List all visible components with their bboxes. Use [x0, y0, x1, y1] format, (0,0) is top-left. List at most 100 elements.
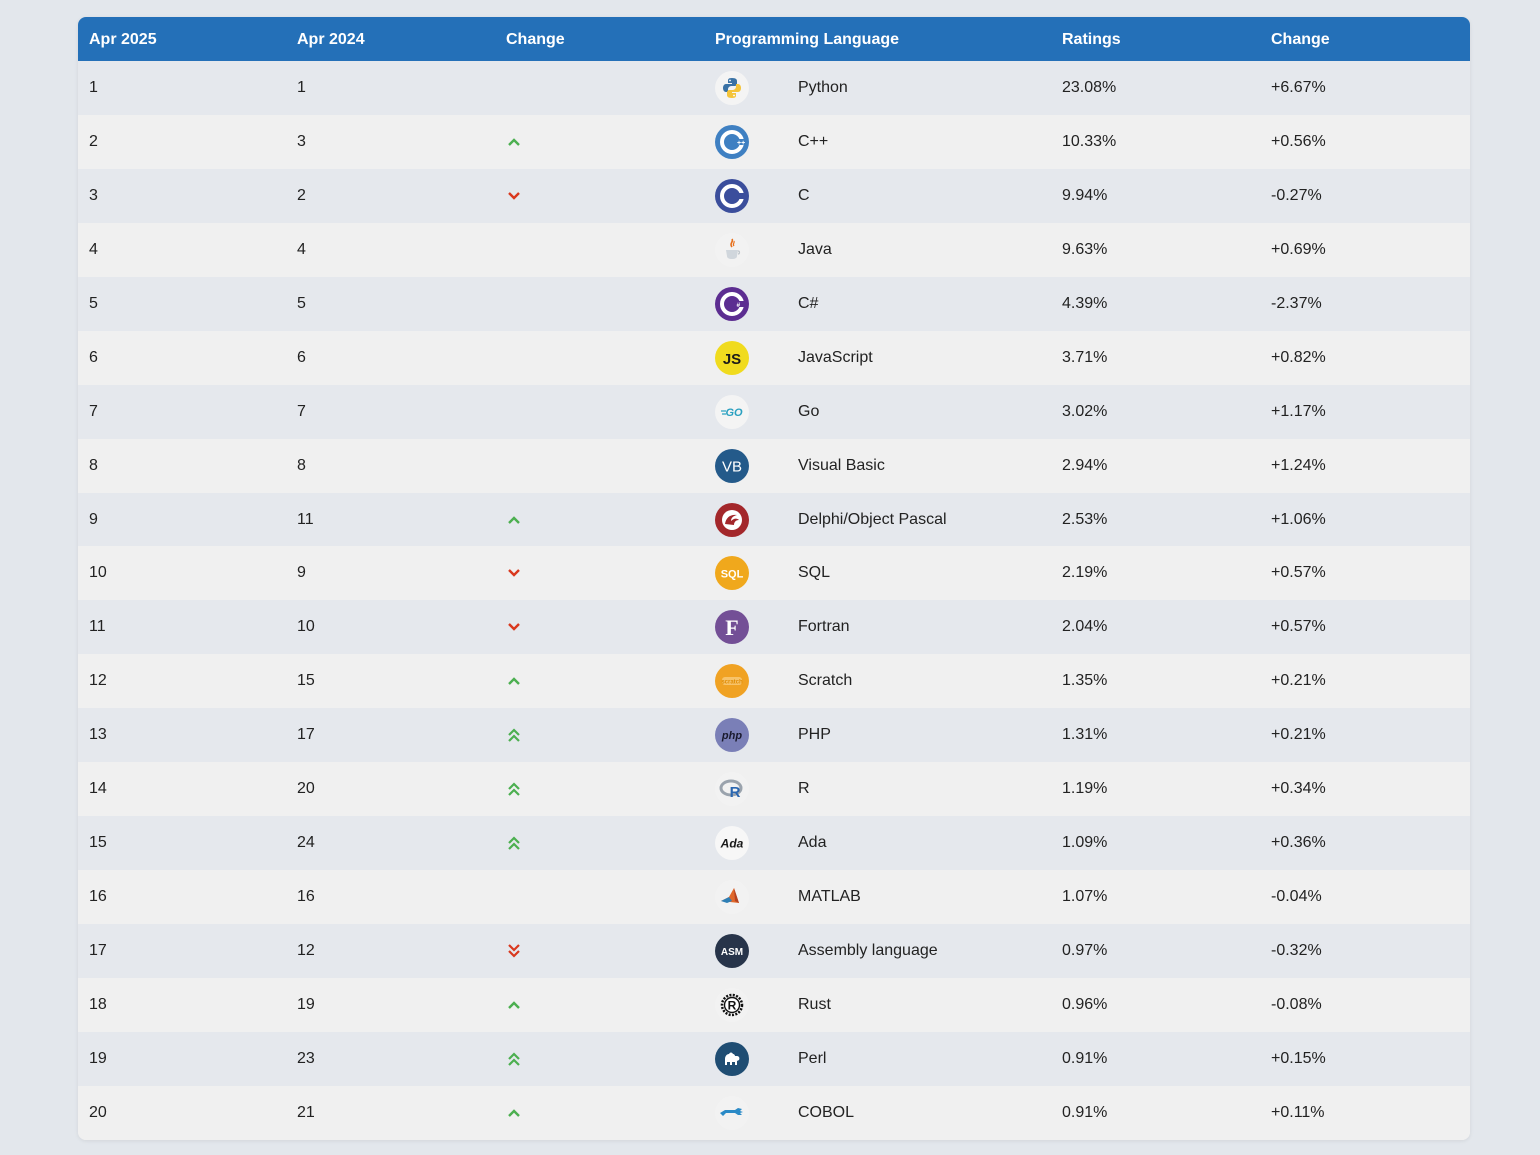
rank-2024: 10	[297, 618, 315, 636]
java-icon	[715, 232, 749, 267]
svg-text:ASM: ASM	[721, 947, 743, 958]
header-language[interactable]: Programming Language	[715, 31, 900, 48]
language-name[interactable]: MATLAB	[798, 888, 861, 906]
table-header: Apr 2025 Apr 2024 Change Programming Lan…	[78, 17, 1470, 61]
language-name[interactable]: Assembly language	[798, 942, 938, 959]
rating-change: +0.57%	[1271, 618, 1326, 636]
header-change-rating[interactable]: Change	[1271, 31, 1330, 48]
rank-2024: 20	[297, 780, 315, 798]
rank-2025: 3	[89, 186, 98, 204]
arrow-down-icon	[506, 186, 522, 206]
table-row: 6 6 JS JavaScript 3.71% +0.82%	[78, 330, 1470, 385]
table-row: 15 24 Ada Ada 1.09% +0.36%	[78, 816, 1470, 871]
rank-2024: 9	[297, 564, 306, 582]
r-icon: R	[715, 772, 749, 807]
header-ratings[interactable]: Ratings	[1062, 31, 1121, 48]
rank-2024: 1	[297, 79, 306, 96]
c-icon	[715, 178, 749, 213]
rank-2025: 20	[89, 1103, 107, 1121]
rating-value: 1.07%	[1062, 888, 1108, 906]
cpp-icon: ++	[715, 124, 749, 159]
language-name[interactable]: Ada	[798, 834, 827, 852]
rust-icon: R	[715, 987, 749, 1022]
rating-change: +0.57%	[1271, 564, 1326, 582]
matlab-icon	[715, 880, 749, 915]
rating-value: 0.91%	[1062, 1103, 1108, 1121]
rating-value: 2.94%	[1062, 456, 1108, 474]
rank-2025: 7	[89, 402, 98, 420]
rank-2024: 11	[297, 510, 314, 528]
language-name[interactable]: C	[798, 186, 810, 204]
arrow-up-icon	[506, 1103, 522, 1123]
rank-2024: 7	[297, 402, 306, 420]
rating-value: 4.39%	[1062, 294, 1108, 312]
double-arrow-up-icon	[506, 725, 522, 745]
svg-text:GO: GO	[725, 407, 743, 419]
rank-2024: 21	[297, 1103, 315, 1121]
table-row: 11 10 F Fortran 2.04% +0.57%	[78, 600, 1470, 655]
arrow-up-icon	[506, 132, 522, 152]
language-name[interactable]: Scratch	[798, 672, 853, 690]
language-name[interactable]: COBOL	[798, 1103, 855, 1121]
go-icon: GO	[715, 394, 749, 429]
rating-value: 2.04%	[1062, 618, 1108, 636]
header-apr-2024[interactable]: Apr 2024	[297, 31, 365, 48]
header-apr-2025[interactable]: Apr 2025	[89, 31, 157, 48]
rank-2025: 5	[89, 294, 98, 312]
svg-text:Ada: Ada	[720, 837, 744, 851]
rank-2025: 4	[89, 240, 98, 258]
table-row: 1 1 Python 23.08% +6.67%	[78, 61, 1470, 115]
arrow-up-icon	[506, 510, 522, 530]
rating-change: -0.04%	[1271, 888, 1322, 906]
rating-value: 1.19%	[1062, 780, 1108, 798]
language-name[interactable]: SQL	[798, 564, 831, 582]
svg-text:R: R	[730, 784, 741, 801]
language-name[interactable]: Rust	[798, 995, 831, 1013]
csharp-icon: #	[715, 286, 749, 321]
language-name[interactable]: Perl	[798, 1049, 827, 1067]
rating-change: +0.21%	[1271, 726, 1326, 744]
language-name[interactable]: Python	[798, 79, 848, 96]
arrow-down-icon	[506, 617, 522, 637]
language-name[interactable]: R	[798, 780, 810, 798]
rating-change: +0.82%	[1271, 348, 1326, 366]
language-name[interactable]: C++	[798, 132, 829, 150]
rating-value: 3.71%	[1062, 348, 1108, 366]
table-row: 14 20 R R 1.19% +0.34%	[78, 762, 1470, 817]
rank-2024: 24	[297, 834, 315, 852]
language-name[interactable]: Fortran	[798, 618, 850, 636]
table-body: 1 1 Python 23.08% +6.67% 2 3 ++ C++ 10.33% +0.56% 3…	[78, 61, 1470, 1140]
table-row: 9 11 Delphi/Object Pascal 2.53% +1.06%	[78, 492, 1470, 547]
header-change-rank[interactable]: Change	[506, 31, 565, 48]
rating-value: 1.35%	[1062, 672, 1108, 690]
svg-text:++: ++	[737, 140, 745, 147]
rank-2024: 2	[297, 186, 306, 204]
language-name[interactable]: C#	[798, 294, 819, 312]
language-name[interactable]: PHP	[798, 726, 831, 744]
rating-change: +0.21%	[1271, 672, 1326, 690]
svg-text:#: #	[737, 302, 741, 309]
rating-change: +0.11%	[1271, 1103, 1325, 1121]
language-name[interactable]: Visual Basic	[798, 456, 885, 474]
table-row: 3 2 C 9.94% -0.27%	[78, 168, 1470, 223]
double-arrow-up-icon	[506, 833, 522, 853]
rating-change: +6.67%	[1271, 79, 1326, 96]
rating-value: 3.02%	[1062, 402, 1108, 420]
arrow-up-icon	[506, 671, 522, 691]
rating-value: 2.19%	[1062, 564, 1108, 582]
table-row: 19 23 Perl 0.91% +0.15%	[78, 1031, 1470, 1086]
table-row: 4 4 Java 9.63% +0.69%	[78, 222, 1470, 277]
table-row: 7 7 GO Go 3.02% +1.17%	[78, 384, 1470, 439]
language-name[interactable]: Go	[798, 402, 820, 420]
rank-2025: 17	[89, 942, 107, 959]
rating-value: 1.09%	[1062, 834, 1108, 852]
rating-value: 0.96%	[1062, 995, 1108, 1013]
language-name[interactable]: JavaScript	[798, 348, 873, 366]
language-name[interactable]: Java	[798, 240, 832, 258]
svg-text:php: php	[721, 730, 742, 742]
double-arrow-down-icon	[506, 941, 522, 961]
svg-text:R: R	[728, 998, 737, 1012]
rating-change: -0.32%	[1271, 942, 1322, 959]
table-row: 20 21 COBOL 0.91% +0.11%	[78, 1085, 1470, 1140]
language-name[interactable]: Delphi/Object Pascal	[798, 510, 947, 528]
